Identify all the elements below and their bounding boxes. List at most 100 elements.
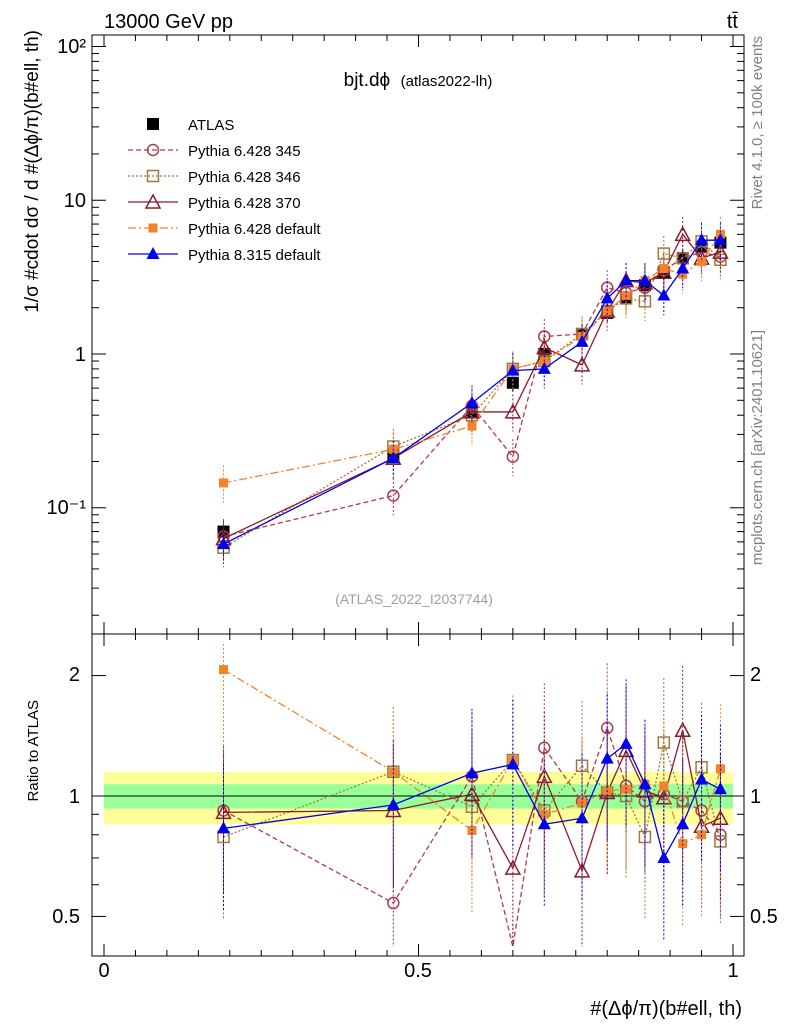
- ratio-point: [659, 781, 669, 791]
- legend-label: Pythia 6.428 345: [188, 143, 301, 160]
- legend-item: Pythia 6.428 default: [128, 221, 321, 238]
- plot-title-tag: (atlas2022-lh): [401, 73, 493, 90]
- ratio-point: [219, 665, 229, 675]
- ratio-ytick-label: 1: [69, 786, 80, 808]
- data-series: [215, 216, 729, 947]
- ratio-point: [504, 859, 522, 875]
- ratio-point: [506, 757, 520, 770]
- legend-item: Pythia 6.428 345: [128, 143, 301, 160]
- data-point: [573, 356, 591, 372]
- data-point: [659, 263, 669, 273]
- xtick-label: 0: [98, 960, 109, 982]
- data-point: [714, 253, 727, 267]
- plot-title: bjt.dϕ (atlas2022-lh): [344, 70, 493, 91]
- data-point: [467, 421, 477, 431]
- legend-marker: [146, 169, 160, 183]
- ratio-point: [697, 830, 707, 840]
- data-point: [219, 478, 229, 488]
- legend-marker: [146, 143, 160, 157]
- ratio-point: [678, 839, 688, 849]
- xtick-label: 0.5: [404, 960, 432, 982]
- data-point: [506, 450, 520, 463]
- data-point: [575, 334, 589, 347]
- main-ytick-label: 10⁻¹: [47, 497, 87, 519]
- data-point: [638, 273, 652, 286]
- ratio-point: [573, 862, 591, 878]
- ratio-point: [676, 817, 690, 830]
- ratio-ytick-label: 2: [69, 664, 80, 686]
- ratio-point: [657, 736, 671, 749]
- ratio-uncertainty-band: [104, 771, 733, 825]
- ratio-point: [657, 850, 671, 863]
- data-point: [602, 306, 612, 316]
- legend: ATLAS Pythia 6.428 345 Pythia 6.428 346 Pyt…: [128, 117, 321, 264]
- ratio-point: [638, 777, 652, 790]
- data-point: [712, 243, 729, 259]
- legend-marker: [146, 247, 160, 259]
- ratio-point: [388, 767, 398, 777]
- ratio-point: [463, 785, 481, 802]
- xtick-label: 1: [727, 960, 738, 982]
- main-ytick-label: 10: [64, 190, 86, 212]
- data-point: [619, 273, 633, 286]
- ratio-point: [619, 736, 633, 749]
- ratio-point: [674, 721, 691, 738]
- ratio-point: [600, 751, 614, 764]
- data-point: [536, 339, 553, 355]
- data-point: [504, 403, 522, 419]
- plot-title-main: bjt.dϕ: [344, 70, 391, 91]
- main-ytick-label: 1: [75, 344, 86, 366]
- main-ytick-label: 10²: [57, 36, 86, 58]
- legend-item: Pythia 8.315 default: [128, 247, 321, 264]
- data-point: [695, 233, 709, 246]
- ratio-ytick-label: 0.5: [52, 906, 80, 928]
- data-point: [713, 233, 727, 246]
- ratio-ytick-label-right: 0.5: [750, 906, 778, 928]
- legend-marker: [144, 193, 162, 209]
- legend-item: ATLAS: [147, 117, 234, 134]
- ratio-point: [695, 772, 709, 785]
- ratio-point: [713, 782, 727, 795]
- legend-label: Pythia 6.428 346: [188, 169, 301, 186]
- data-point: [697, 256, 707, 266]
- data-point: [387, 489, 400, 502]
- x-axis-label: #(Δϕ/π)(b#ell, th): [590, 998, 742, 1020]
- legend-label: Pythia 6.428 default: [188, 221, 321, 238]
- ratio-point: [217, 821, 231, 834]
- ratio-point: [215, 803, 232, 820]
- ratio-point: [387, 896, 400, 910]
- data-point: [506, 363, 520, 376]
- legend-item: Pythia 6.428 370: [128, 193, 301, 212]
- rivet-version-label: Rivet 4.1.0, ≥ 100k events: [749, 36, 766, 209]
- ratio-point: [539, 809, 549, 819]
- ratio-ytick-label-right: 1: [750, 786, 761, 808]
- data-point: [600, 291, 614, 304]
- data-point: [217, 537, 231, 550]
- legend-item: Pythia 6.428 346: [128, 169, 301, 186]
- legend-label: Pythia 8.315 default: [188, 247, 321, 264]
- data-point: [465, 396, 479, 409]
- main-y-axis-label: 1/σ #cdot dσ / d #(Δϕ/π)(b#ell, th): [22, 30, 43, 313]
- analysis-watermark: (ATLAS_2022_I2037744): [335, 591, 493, 607]
- mcplots-label: mcplots.cern.ch [arXiv:2401.10621]: [749, 330, 766, 565]
- series-pythia-8-315-default: [217, 222, 727, 564]
- ratio-ytick-label-right: 2: [750, 664, 761, 686]
- data-point: [657, 288, 671, 301]
- ratio-point: [386, 797, 400, 810]
- ratio-point: [465, 766, 479, 779]
- data-point: [678, 269, 688, 279]
- legend-label: Pythia 6.428 370: [188, 195, 301, 212]
- series-pythia-6-428-370: [215, 216, 729, 559]
- data-point: [676, 261, 690, 274]
- legend-marker: [148, 223, 158, 233]
- legend-label: ATLAS: [188, 117, 234, 134]
- ratio-point: [537, 817, 551, 830]
- ratio-point: [575, 811, 589, 824]
- energy-label: 13000 GeV pp: [104, 11, 233, 33]
- legend-marker: [147, 118, 159, 130]
- process-label: tt̄: [727, 11, 739, 33]
- ratio-y-axis-label: Ratio to ATLAS: [25, 700, 42, 801]
- axis-ticks: [92, 35, 744, 956]
- data-point: [674, 225, 691, 242]
